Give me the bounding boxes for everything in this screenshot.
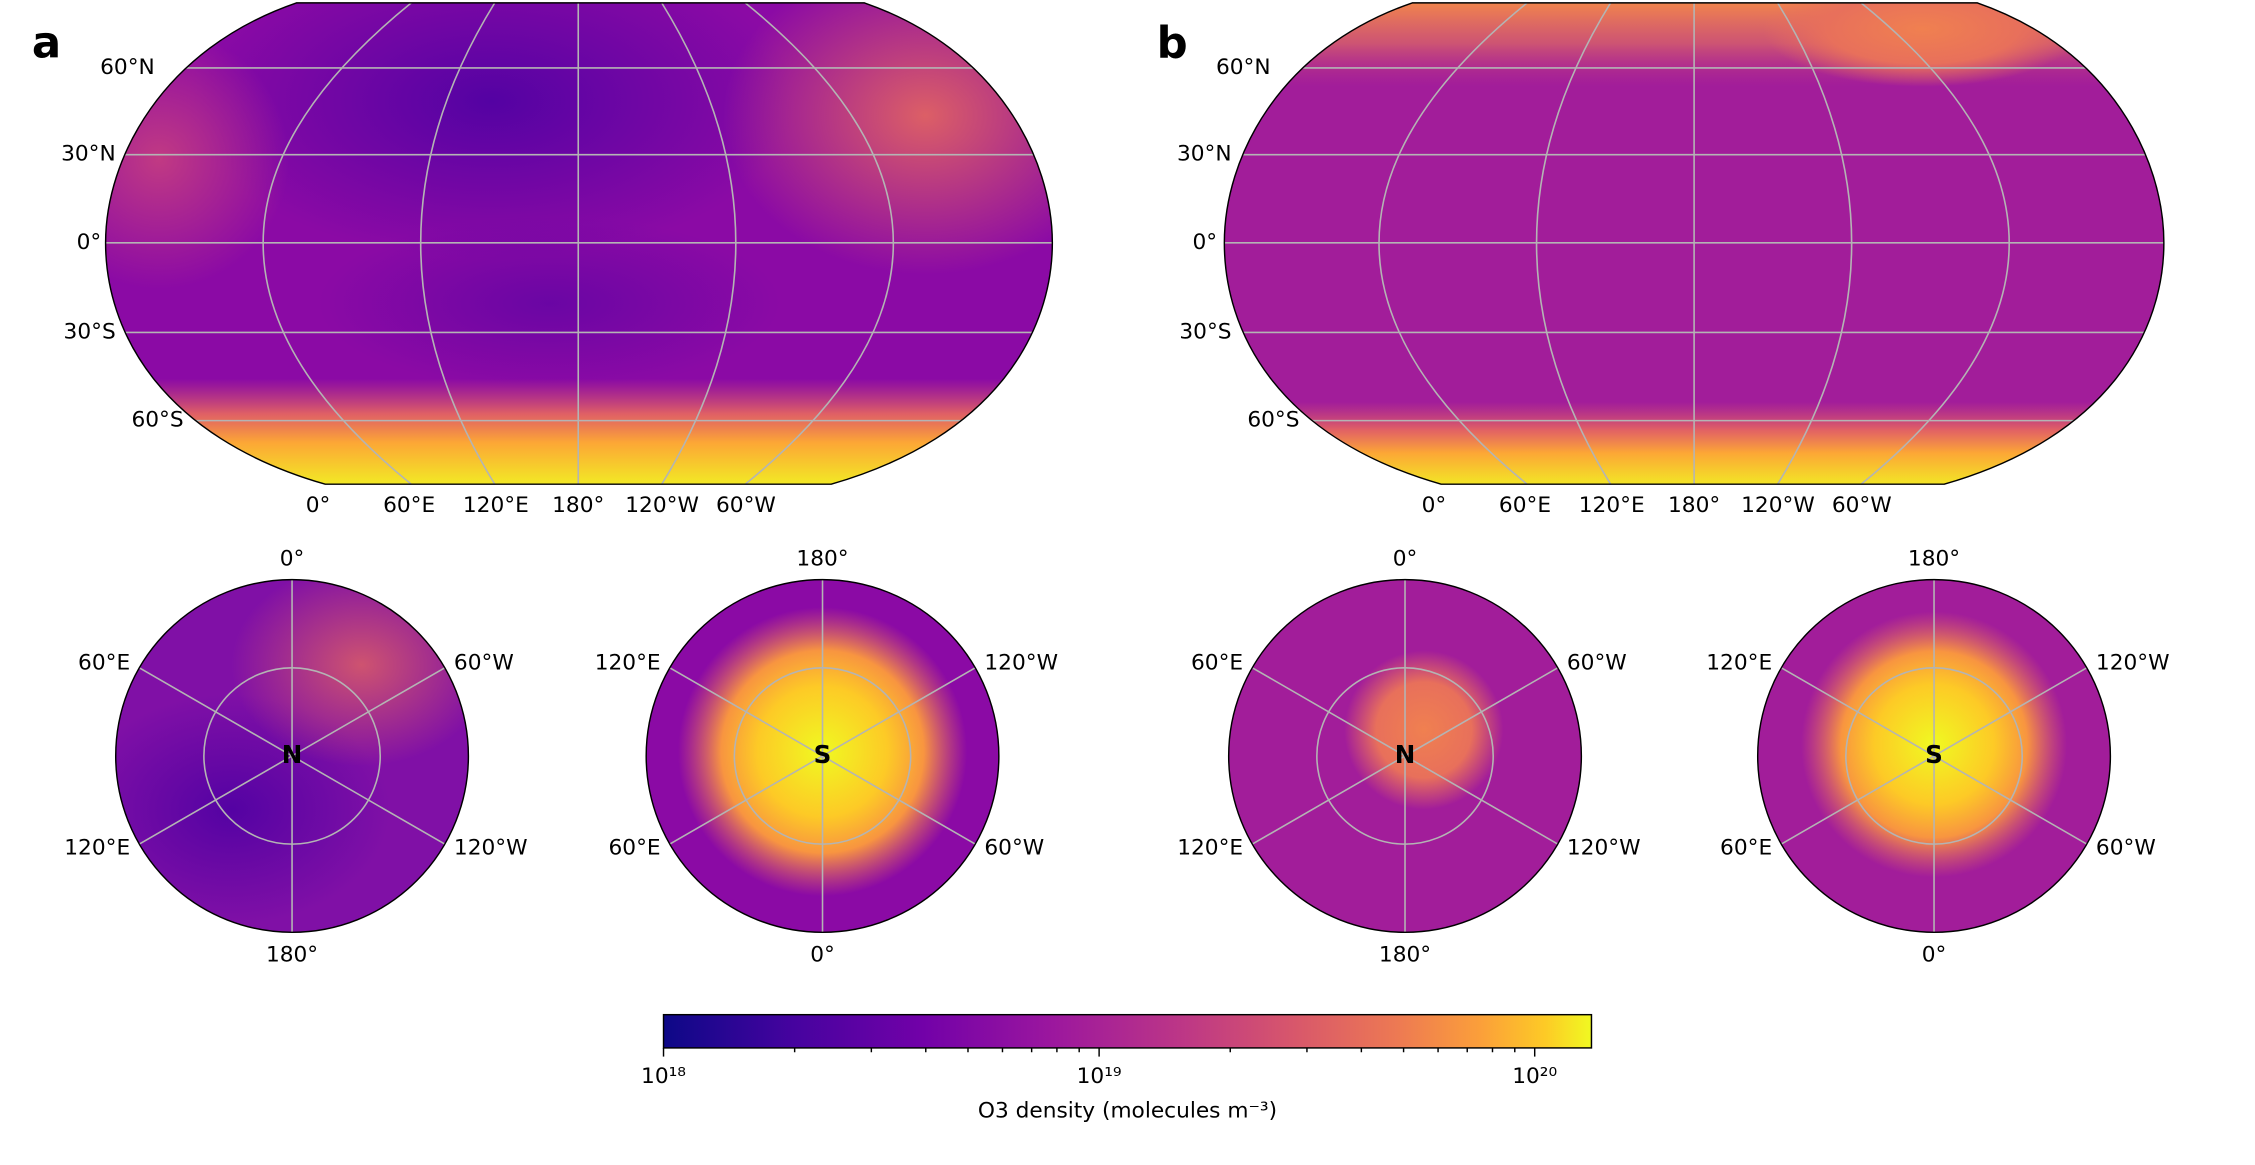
graticule [105,2,2164,933]
lon-label: 120°W [1741,493,1815,518]
south-band [1224,401,2164,485]
polar-lon-label: 60°W [1567,650,1627,675]
lon-label: 60°E [1499,493,1551,518]
polar-lon-label: 60°W [2096,835,2156,860]
colorbar-label: O3 density (molecules m⁻³) [978,1099,1277,1124]
pole-label: N [1395,740,1416,769]
spoke [138,667,446,845]
polar-lon-label: 120°W [1567,835,1641,860]
polar-lon-label: 0° [1393,546,1418,571]
lat-label: 0° [1192,230,1217,255]
colorbar-tick-label: 10¹⁹ [1077,1064,1122,1089]
panel-letter: b [1157,19,1188,69]
map-outline [1223,2,2165,485]
pole-label: S [1925,740,1943,769]
meridian [1535,2,1612,485]
high-region [1763,2,2082,87]
map-outline [104,2,1054,485]
lon-label: 120°W [625,493,699,518]
polar-lon-label: 180° [796,546,848,571]
polar-lon-label: 120°W [2096,650,2170,675]
lon-label: 60°W [1832,493,1892,518]
polar-lon-label: 120°W [454,835,528,860]
map-grid [105,2,1053,485]
polar-lon-label: 60°E [1191,650,1243,675]
polar-lon-label: 120°E [1177,835,1243,860]
map-grid [1224,2,2164,485]
lon-label: 180° [552,493,604,518]
polar-lon-label: 120°E [64,835,130,860]
polar-lon-label: 180° [1908,546,1960,571]
polar-outline [1227,578,1583,934]
polar-outline [645,578,1000,934]
polar-lon-label: 60°W [984,835,1044,860]
lon-label: 180° [1668,493,1720,518]
meridian [262,2,412,485]
meridian [1860,2,2010,485]
lat-label: 30°N [1177,142,1232,167]
polar-lon-label: 0° [810,942,835,967]
polar-outline [1756,578,2112,934]
lat-label: 30°S [64,319,116,344]
polar-lon-label: 0° [1922,942,1947,967]
spoke [1780,667,2088,845]
polar-b-south-field [1757,579,2111,933]
polar-lon-label: 0° [280,546,305,571]
pole-label: N [282,740,303,769]
mid-region [105,28,290,290]
meridian [661,2,737,485]
colorbar-tick-label: 10²⁰ [1512,1064,1557,1089]
lon-label: 120°E [463,493,529,518]
polar-lon-label: 120°E [595,650,661,675]
lon-label: 0° [306,493,331,518]
pole-label: S [814,740,832,769]
polar-lon-label: 60°E [1720,835,1772,860]
lon-label: 60°W [716,493,776,518]
lat-label: 60°N [100,55,155,80]
lat-label: 60°N [1216,55,1271,80]
meridian [1378,2,1528,485]
low-region [187,2,796,261]
polar-outline [114,578,470,934]
lon-label: 0° [1422,493,1447,518]
polar-lon-label: 60°W [454,650,514,675]
spoke [1251,667,1559,845]
lat-label: 30°N [61,142,116,167]
polar-grid [1780,579,2088,933]
spoke [669,667,976,845]
polar-lon-label: 120°W [984,650,1058,675]
lat-label: 60°S [1247,408,1299,433]
polar-grid [1251,579,1559,933]
polar-grid [669,579,976,933]
lat-label: 30°S [1179,319,1231,344]
panel-letter: a [32,19,61,69]
polar-lon-label: 60°E [78,650,130,675]
lon-label: 60°E [383,493,435,518]
meridian [1776,2,1853,485]
meridian [419,2,496,485]
polar-lon-label: 180° [266,942,318,967]
colorbar [662,1013,1593,1049]
meridian [744,2,895,485]
polar-grid [138,579,446,933]
lat-label: 0° [77,230,102,255]
colorbar-tick-label: 10¹⁸ [641,1064,686,1089]
polar-lon-label: 60°E [609,835,661,860]
polar-lon-label: 120°E [1706,650,1772,675]
polar-lon-label: 180° [1379,942,1431,967]
lat-label: 60°S [131,408,183,433]
lon-label: 120°E [1579,493,1645,518]
high-region [1344,650,1504,810]
